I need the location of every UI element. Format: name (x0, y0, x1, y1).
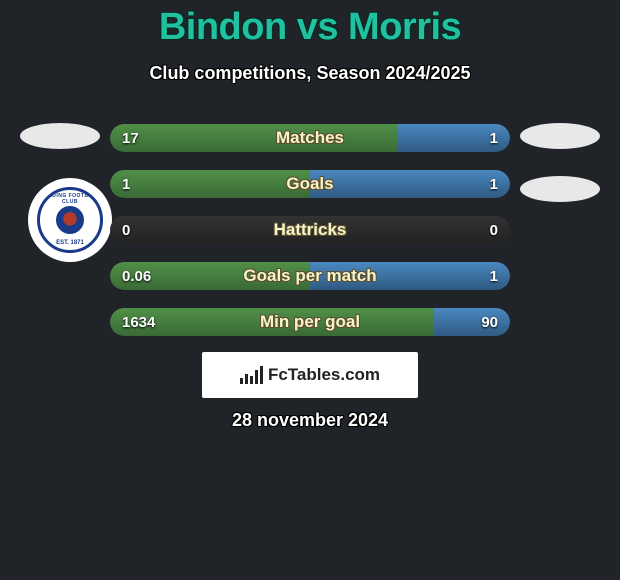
stat-label: Matches (110, 124, 510, 152)
stat-value-left: 0 (122, 216, 130, 244)
stat-row: Min per goal1634 90 (110, 308, 510, 336)
stat-value-right: 1 (490, 262, 498, 290)
stat-label: Hattricks (110, 216, 510, 244)
stat-value-left: 1 (122, 170, 130, 198)
bar-chart-icon (240, 366, 262, 384)
subtitle: Club competitions, Season 2024/2025 (0, 63, 620, 84)
crest-ball-icon (56, 206, 84, 234)
date-label: 28 november 2024 (0, 410, 620, 431)
crest-bottom-text: EST. 1871 (40, 240, 100, 246)
crest-top-text: READING FOOTBALL CLUB (40, 193, 100, 205)
placeholder-ellipse (520, 123, 600, 149)
stat-value-right: 0 (490, 216, 498, 244)
stat-value-right: 1 (490, 170, 498, 198)
page-title: Bindon vs Morris (0, 0, 620, 49)
stat-bars: Matches171Goals11Hattricks00Goals per ma… (110, 124, 510, 354)
stat-label: Goals per match (110, 262, 510, 290)
stat-row: Matches17 1 (110, 124, 510, 152)
stat-row: Hattricks0 0 (110, 216, 510, 244)
stat-value-left: 0.06 (122, 262, 151, 290)
crest-ring: READING FOOTBALL CLUB EST. 1871 (37, 187, 103, 253)
stat-value-left: 1634 (122, 308, 155, 336)
stat-row: Goals1 1 (110, 170, 510, 198)
fctables-text: FcTables.com (268, 365, 380, 385)
stat-value-left: 17 (122, 124, 139, 152)
fctables-badge: FcTables.com (202, 352, 418, 398)
club-crest: READING FOOTBALL CLUB EST. 1871 (28, 178, 112, 262)
stat-label: Goals (110, 170, 510, 198)
stat-row: Goals per match0.06 1 (110, 262, 510, 290)
placeholder-ellipse (20, 123, 100, 149)
comparison-card: Bindon vs Morris Club competitions, Seas… (0, 0, 620, 580)
stat-value-right: 1 (490, 124, 498, 152)
stat-label: Min per goal (110, 308, 510, 336)
stat-value-right: 90 (481, 308, 498, 336)
placeholder-ellipse (520, 176, 600, 202)
